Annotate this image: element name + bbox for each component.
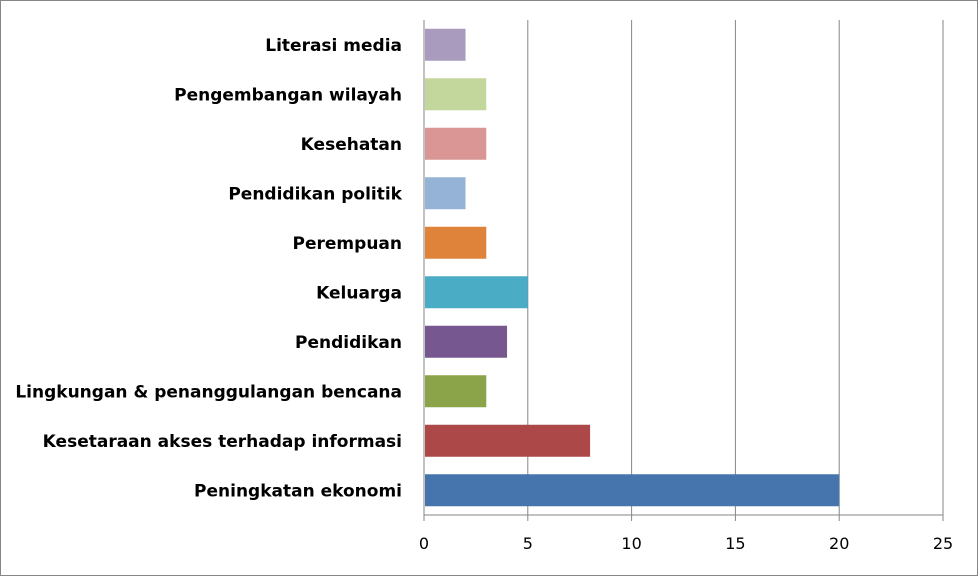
x-tick-label: 10 [621,534,641,553]
bar [425,127,487,160]
bars [425,28,840,507]
x-tick-label: 25 [933,534,953,553]
category-label: Keluarga [316,283,402,303]
bar [425,325,508,358]
category-labels: Literasi media Pengembangan wilayah Keseha… [15,36,402,502]
category-label: Kesehatan [301,135,402,155]
x-tick-label: 20 [829,534,849,553]
bar [425,276,528,309]
category-label: Pendidikan politik [228,184,402,204]
category-label: Pendidikan [295,333,402,353]
category-label: Peningkatan ekonomi [194,481,402,501]
bar [425,28,466,61]
bar [425,424,591,457]
x-tick-label: 15 [725,534,745,553]
bar [425,177,466,210]
category-label: Literasi media [265,36,402,56]
bar [425,375,487,408]
bar [425,78,487,111]
bar [425,474,840,507]
bar [425,226,487,259]
category-label: Pengembangan wilayah [174,85,402,105]
x-tick-label: 0 [419,534,429,553]
category-label: Kesetaraan akses terhadap informasi [43,432,402,452]
category-label: Lingkungan & penanggulangan bencana [15,382,402,402]
x-tick-label: 5 [523,534,533,553]
x-tick-labels: 0 5 10 15 20 25 [419,534,953,553]
category-label: Perempuan [293,234,402,254]
